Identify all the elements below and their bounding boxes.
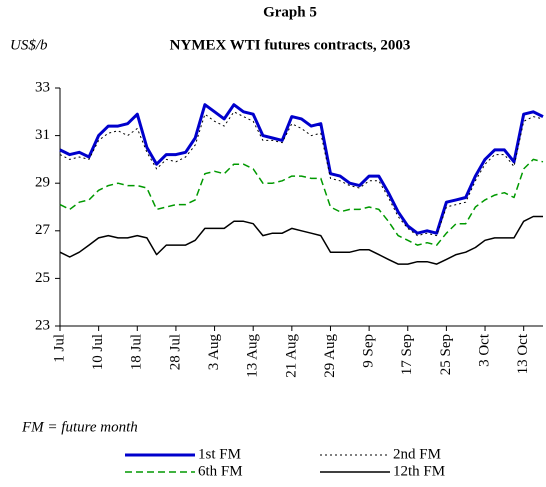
y-tick-label: 27 [35, 222, 51, 238]
chart-subtitle: NYMEX WTI futures contracts, 2003 [170, 37, 411, 53]
legend-label: 12th FM [393, 463, 445, 479]
x-tick-label: 18 Jul [129, 334, 145, 370]
legend-label: 2nd FM [393, 446, 441, 462]
legend-label: 1st FM [198, 446, 241, 462]
y-tick-label: 23 [35, 317, 50, 333]
series-line [59, 111, 544, 237]
y-tick-label: 29 [35, 175, 50, 191]
y-axis-label: US$/b [10, 37, 48, 53]
x-tick-label: 28 Jul [167, 334, 183, 370]
x-tick-label: 10 Jul [90, 334, 106, 370]
x-tick-label: 29 Aug [322, 334, 338, 378]
series-line [59, 215, 543, 265]
y-tick-label: 25 [35, 270, 50, 286]
x-tick-label: 17 Sep [399, 334, 415, 375]
annotation: FM = future month [21, 419, 138, 435]
x-tick-label: 13 Aug [245, 334, 261, 378]
x-tick-label: 13 Oct [515, 333, 531, 374]
chart-title: Graph 5 [263, 4, 317, 20]
y-tick-label: 31 [35, 127, 50, 143]
y-tick-label: 33 [35, 79, 50, 95]
legend-label: 6th FM [198, 463, 243, 479]
x-tick-label: 9 Sep [361, 334, 377, 368]
series-line [59, 158, 544, 246]
x-tick-label: 21 Aug [283, 334, 299, 378]
x-tick-label: 3 Aug [206, 334, 222, 371]
series-line [59, 103, 544, 235]
x-tick-label: 3 Oct [476, 333, 492, 367]
x-tick-label: 1 Jul [51, 334, 67, 363]
x-tick-label: 25 Sep [438, 334, 454, 375]
